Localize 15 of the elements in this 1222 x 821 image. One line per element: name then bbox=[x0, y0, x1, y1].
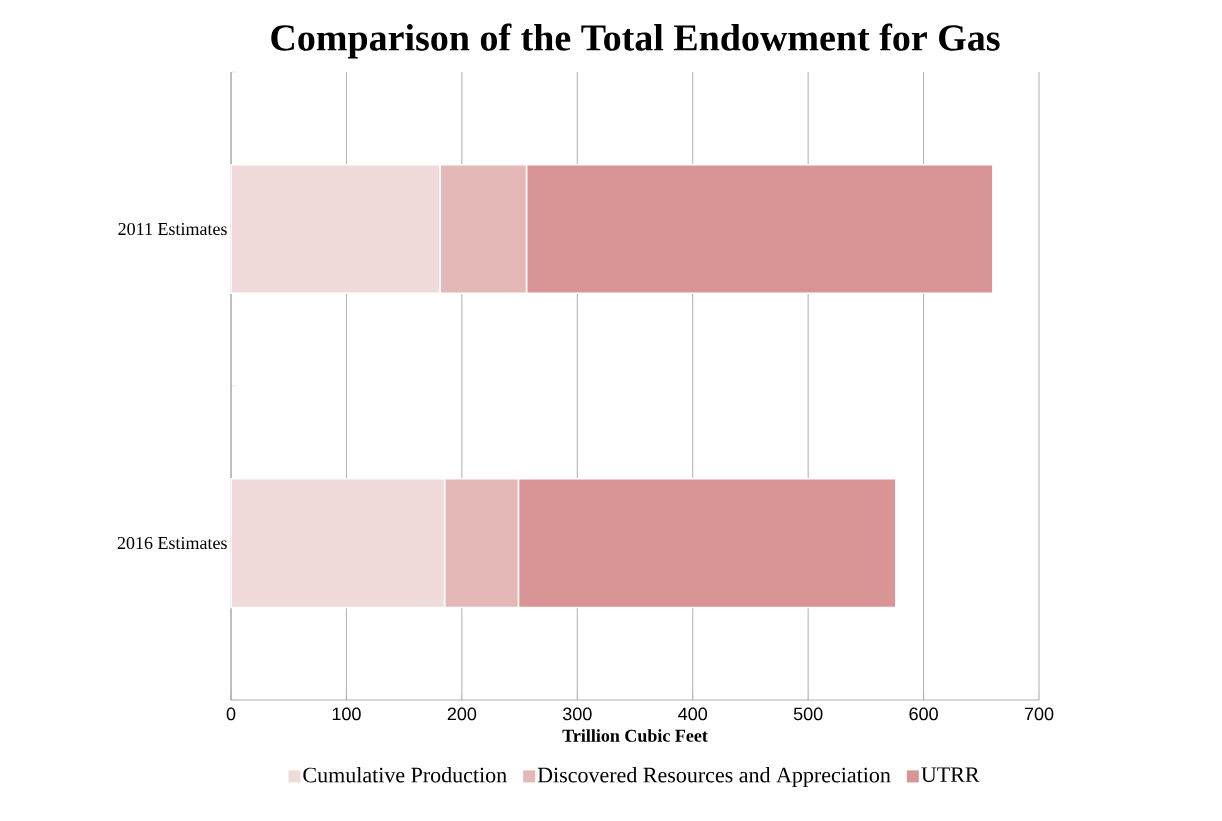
chart-title: Comparison of the Total Endowment for Gas bbox=[271, 23, 1000, 59]
legend-label: UTRR bbox=[921, 767, 980, 783]
legend-label: Cumulative Production bbox=[303, 767, 507, 783]
x-tick-label: 200 bbox=[447, 707, 477, 721]
y-tick-label: 2016 Estimates bbox=[117, 536, 227, 550]
x-tick-label: 600 bbox=[909, 707, 938, 721]
x-tick-label: 100 bbox=[332, 707, 361, 721]
x-axis-title: Trillion Cubic Feet bbox=[562, 729, 708, 742]
y-tick-label: 2011 Estimates bbox=[118, 222, 227, 236]
x-tick-label: 700 bbox=[1024, 707, 1054, 721]
x-tick-label: 300 bbox=[562, 707, 592, 721]
x-tick-label: 400 bbox=[678, 707, 708, 721]
legend-label: Discovered Resources and Appreciation bbox=[537, 767, 891, 787]
x-tick-label: 0 bbox=[226, 707, 236, 721]
x-tick-label: 500 bbox=[793, 707, 823, 721]
